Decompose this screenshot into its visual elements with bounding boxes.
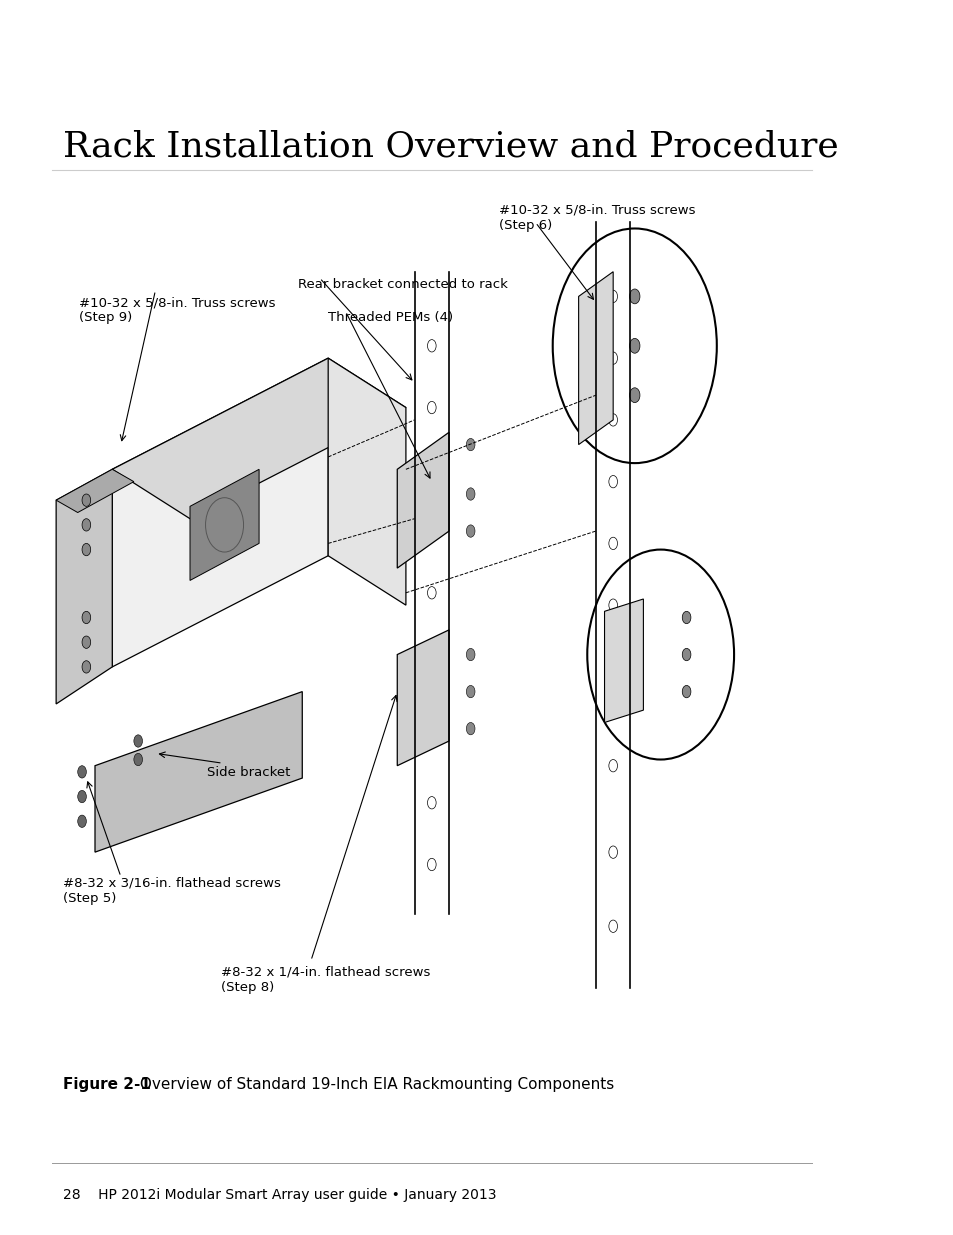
Circle shape	[82, 519, 91, 531]
Circle shape	[466, 685, 475, 698]
Circle shape	[629, 289, 639, 304]
Text: Overview of Standard 19-Inch EIA Rackmounting Components: Overview of Standard 19-Inch EIA Rackmou…	[134, 1077, 614, 1092]
Circle shape	[133, 735, 142, 747]
Circle shape	[681, 648, 690, 661]
Polygon shape	[396, 432, 449, 568]
Circle shape	[466, 525, 475, 537]
Polygon shape	[56, 469, 133, 513]
Text: Rear bracket connected to rack: Rear bracket connected to rack	[297, 278, 507, 291]
Text: Rack Installation Overview and Procedure: Rack Installation Overview and Procedure	[63, 130, 838, 164]
Circle shape	[82, 494, 91, 506]
Text: Threaded PEMs (4): Threaded PEMs (4)	[328, 311, 453, 325]
Polygon shape	[604, 599, 642, 722]
Circle shape	[82, 661, 91, 673]
Circle shape	[82, 636, 91, 648]
Polygon shape	[95, 692, 302, 852]
Text: 28    HP 2012i Modular Smart Array user guide • January 2013: 28 HP 2012i Modular Smart Array user gui…	[63, 1188, 496, 1202]
Circle shape	[629, 338, 639, 353]
Polygon shape	[112, 358, 405, 519]
Circle shape	[466, 648, 475, 661]
Circle shape	[77, 790, 87, 803]
Polygon shape	[396, 630, 449, 766]
Circle shape	[466, 438, 475, 451]
Circle shape	[82, 611, 91, 624]
Polygon shape	[578, 272, 613, 445]
Polygon shape	[56, 469, 112, 704]
Circle shape	[681, 611, 690, 624]
Circle shape	[681, 685, 690, 698]
Text: #8-32 x 1/4-in. flathead screws
(Step 8): #8-32 x 1/4-in. flathead screws (Step 8)	[221, 966, 430, 994]
Circle shape	[133, 753, 142, 766]
Text: Figure 2-1: Figure 2-1	[63, 1077, 151, 1092]
Circle shape	[466, 722, 475, 735]
Polygon shape	[112, 358, 328, 667]
Circle shape	[629, 388, 639, 403]
Text: Side bracket: Side bracket	[207, 766, 291, 779]
Polygon shape	[190, 469, 259, 580]
Polygon shape	[328, 358, 405, 605]
Circle shape	[77, 766, 87, 778]
Circle shape	[466, 488, 475, 500]
Text: #10-32 x 5/8-in. Truss screws
(Step 9): #10-32 x 5/8-in. Truss screws (Step 9)	[79, 296, 275, 325]
Text: #10-32 x 5/8-in. Truss screws
(Step 6): #10-32 x 5/8-in. Truss screws (Step 6)	[498, 204, 695, 232]
Circle shape	[82, 543, 91, 556]
Circle shape	[77, 815, 87, 827]
Text: #8-32 x 3/16-in. flathead screws
(Step 5): #8-32 x 3/16-in. flathead screws (Step 5…	[63, 877, 280, 905]
